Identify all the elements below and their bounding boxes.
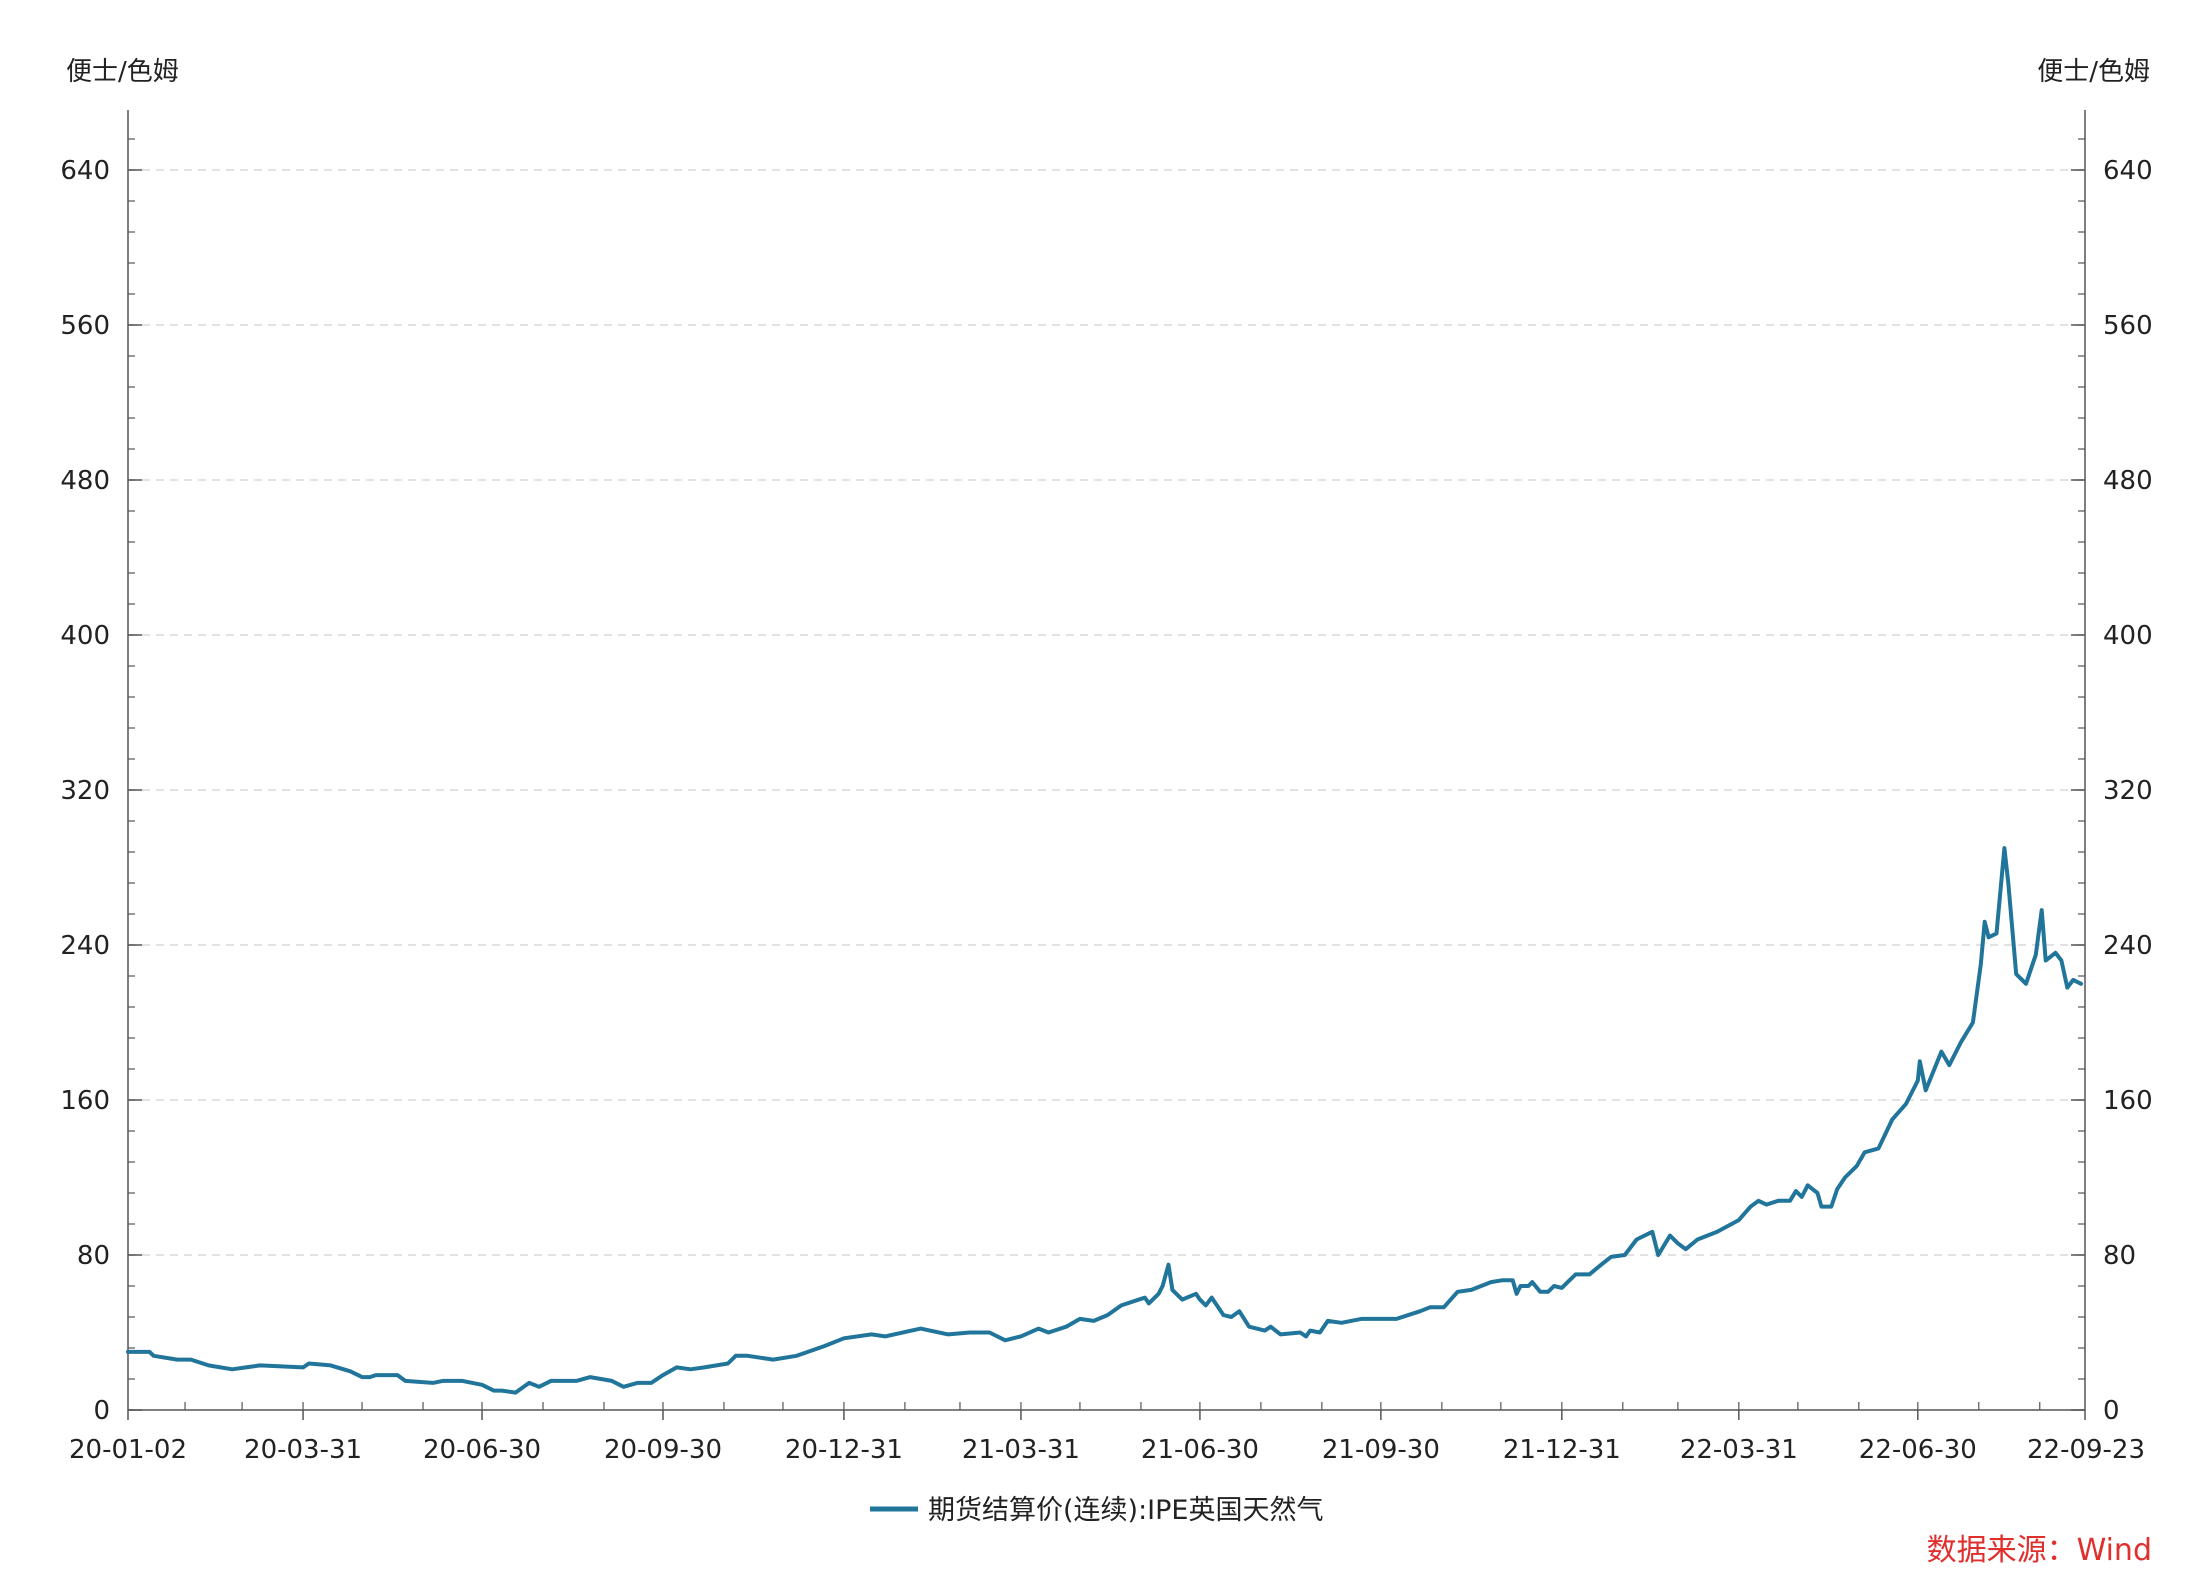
left-y-tick-label: 0: [93, 1396, 110, 1426]
x-tick-label: 21-12-31: [1503, 1435, 1621, 1465]
legend: 期货结算价(连续):IPE英国天然气: [870, 1495, 1323, 1526]
right-y-tick-label: 0: [2103, 1396, 2120, 1426]
left-y-tick-label: 560: [60, 311, 110, 341]
x-tick-label: 21-03-31: [962, 1435, 1080, 1465]
legend-label: 期货结算价(连续):IPE英国天然气: [928, 1495, 1323, 1526]
x-tick-label: 21-09-30: [1322, 1435, 1440, 1465]
right-y-tick-label: 480: [2103, 466, 2153, 496]
left-y-tick-label: 80: [77, 1241, 110, 1271]
right-y-tick-label: 160: [2103, 1086, 2153, 1116]
axes: 0 0 80 80 160 160 240 240 320 320 400 400 480 480 560 5…: [60, 110, 2152, 1465]
right-y-unit-label: 便士/色姆: [2037, 57, 2150, 87]
right-y-tick-label: 560: [2103, 311, 2153, 341]
right-y-tick-label: 400: [2103, 621, 2153, 651]
left-y-tick-label: 400: [60, 621, 110, 651]
x-tick-label: 20-12-31: [785, 1435, 903, 1465]
x-tick-label: 20-03-31: [244, 1435, 362, 1465]
x-tick-label: 20-09-30: [604, 1435, 722, 1465]
x-tick-label: 20-01-02: [69, 1435, 187, 1465]
x-tick-label: 22-03-31: [1680, 1435, 1798, 1465]
left-y-tick-label: 240: [60, 931, 110, 961]
data-source-label: 数据来源：Wind: [1927, 1533, 2152, 1568]
x-tick-label: 21-06-30: [1141, 1435, 1259, 1465]
series-layer: [128, 848, 2081, 1393]
series-line: [128, 848, 2081, 1393]
right-y-tick-label: 320: [2103, 776, 2153, 806]
right-y-tick-label: 80: [2103, 1241, 2136, 1271]
left-y-tick-label: 480: [60, 466, 110, 496]
left-y-unit-label: 便士/色姆: [66, 57, 179, 87]
left-y-tick-label: 160: [60, 1086, 110, 1116]
x-tick-label: 22-09-23: [2027, 1435, 2145, 1465]
gridlines: [128, 170, 2085, 1255]
x-tick-label: 20-06-30: [423, 1435, 541, 1465]
x-tick-label: 22-06-30: [1859, 1435, 1977, 1465]
right-y-tick-label: 640: [2103, 156, 2153, 186]
left-y-tick-label: 640: [60, 156, 110, 186]
left-y-tick-label: 320: [60, 776, 110, 806]
right-y-tick-label: 240: [2103, 931, 2153, 961]
